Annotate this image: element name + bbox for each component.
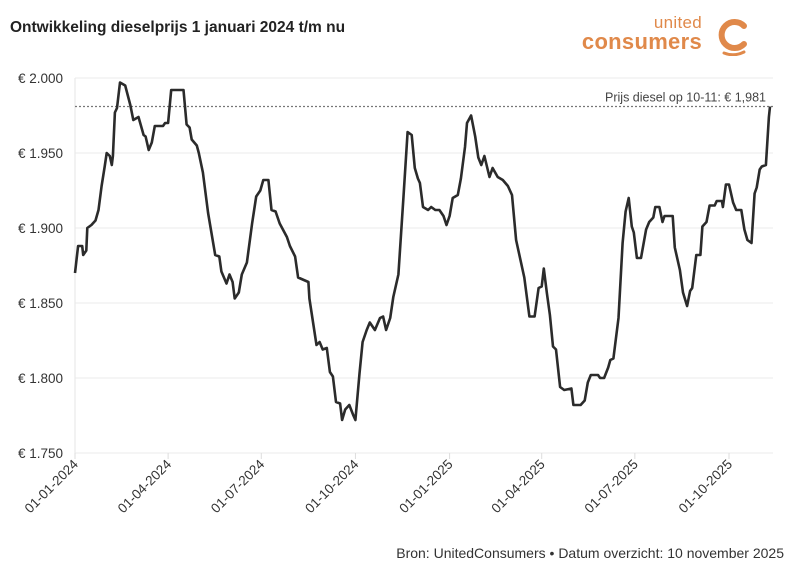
unitedconsumers-logo: united consumers: [582, 10, 754, 56]
price-series-line: [73, 81, 772, 422]
x-tick-label: 01-04-2025: [488, 457, 547, 516]
gridlines: [74, 77, 773, 458]
y-tick-label: € 1.900: [18, 221, 63, 236]
y-tick-label: € 1.800: [18, 371, 63, 386]
diesel-price-line-chart: € 1.750 € 1.800 € 1.850 € 1.900 € 1.950 € 2.0…: [18, 71, 773, 516]
logo-text-consumers: consumers: [581, 29, 702, 54]
x-tick-label: 01-01-2024: [22, 456, 82, 516]
y-axis: € 1.750 € 1.800 € 1.850 € 1.900 € 1.950 € 2.0…: [18, 71, 63, 461]
x-tick-label: 01-04-2024: [115, 456, 175, 516]
source-footer: Bron: UnitedConsumers • Datum overzicht:…: [396, 545, 784, 561]
x-tick-label: 01-10-2025: [676, 457, 735, 516]
y-tick-label: € 1.850: [18, 296, 63, 311]
x-axis: 01-01-2024 01-04-2024 01-07-2024 01-10-2024…: [22, 453, 735, 516]
chart-title: Ontwikkeling dieselprijs 1 januari 2024 …: [10, 19, 346, 36]
logo-text-united: united: [653, 13, 702, 32]
reference-line-label: Prijs diesel op 10-11: € 1,981: [605, 91, 766, 105]
y-tick-label: € 1.750: [18, 446, 63, 461]
x-tick-label: 01-07-2025: [582, 457, 641, 516]
logo-c-icon: [718, 19, 747, 56]
x-tick-label: 01-10-2024: [302, 456, 362, 516]
x-tick-label: 01-07-2024: [208, 456, 268, 516]
y-tick-label: € 2.000: [18, 71, 63, 86]
y-tick-label: € 1.950: [18, 146, 63, 161]
x-tick-label: 01-01-2025: [396, 457, 455, 516]
